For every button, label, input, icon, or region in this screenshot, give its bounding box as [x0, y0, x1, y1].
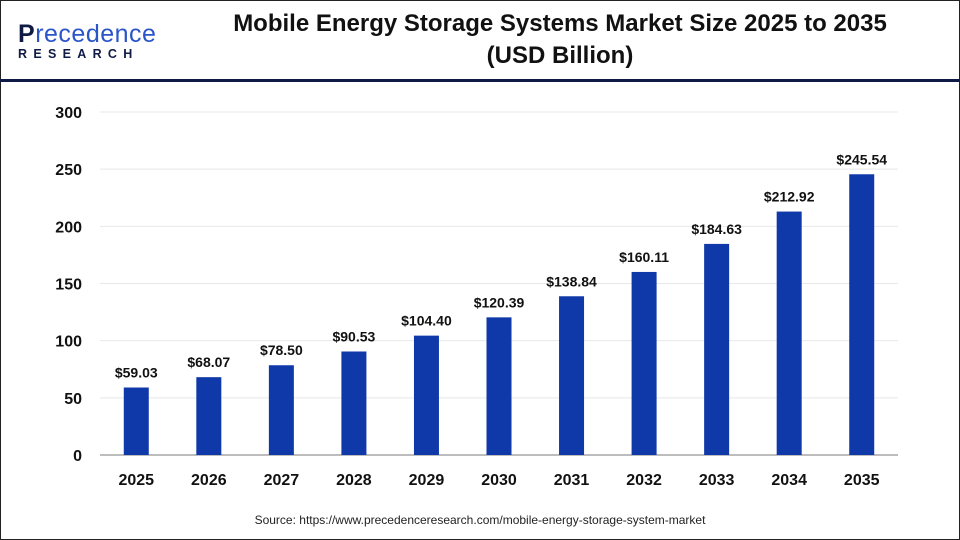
data-label: $212.92 — [764, 189, 815, 205]
x-tick-label: 2033 — [699, 472, 735, 489]
bar — [196, 377, 222, 455]
x-tick-label: 2035 — [844, 472, 880, 489]
y-tick-label: 200 — [55, 219, 82, 236]
data-label: $120.39 — [474, 294, 525, 310]
x-tick-label: 2027 — [264, 472, 300, 489]
data-label: $245.54 — [836, 151, 887, 167]
y-tick-label: 0 — [73, 448, 82, 465]
title-line1: Mobile Energy Storage Systems Market Siz… — [233, 10, 887, 37]
data-label: $68.07 — [187, 354, 230, 370]
y-tick-label: 50 — [64, 391, 82, 408]
title-line2: (USD Billion) — [486, 42, 634, 69]
bar — [849, 174, 875, 455]
data-label: $78.50 — [260, 342, 303, 358]
y-tick-label: 100 — [55, 334, 82, 351]
x-tick-label: 2032 — [626, 472, 662, 489]
x-tick-label: 2025 — [118, 472, 154, 489]
bar — [704, 243, 730, 455]
bar — [341, 351, 367, 455]
x-tick-label: 2029 — [409, 472, 445, 489]
logo-line2: RESEARCH — [18, 47, 139, 61]
x-tick-label: 2026 — [191, 472, 227, 489]
logo-line1: Precedence — [18, 20, 157, 48]
x-tick-label: 2030 — [481, 472, 517, 489]
y-tick-label: 150 — [55, 277, 82, 294]
data-label: $90.53 — [332, 328, 375, 344]
x-tick-label: 2034 — [771, 472, 807, 489]
x-tick-label: 2028 — [336, 472, 372, 489]
bar — [631, 271, 657, 455]
y-tick-label: 250 — [55, 162, 82, 179]
bar — [268, 365, 294, 455]
source-note: Source: https://www.precedenceresearch.c… — [254, 513, 706, 527]
data-label: $184.63 — [691, 221, 742, 237]
data-label: $160.11 — [619, 249, 669, 265]
y-tick-label: 300 — [55, 105, 82, 122]
bar — [776, 211, 802, 455]
header-divider — [0, 79, 960, 82]
bar — [123, 387, 149, 455]
bar — [486, 317, 512, 455]
data-label: $104.40 — [401, 313, 452, 329]
precedence-research-logo: Precedence RESEARCH — [18, 20, 158, 62]
data-label: $59.03 — [115, 365, 158, 381]
bar — [559, 296, 585, 455]
chart-title: Mobile Energy Storage Systems Market Siz… — [200, 8, 920, 72]
data-label: $138.84 — [546, 273, 597, 289]
bar — [413, 335, 439, 455]
x-tick-label: 2031 — [554, 472, 590, 489]
